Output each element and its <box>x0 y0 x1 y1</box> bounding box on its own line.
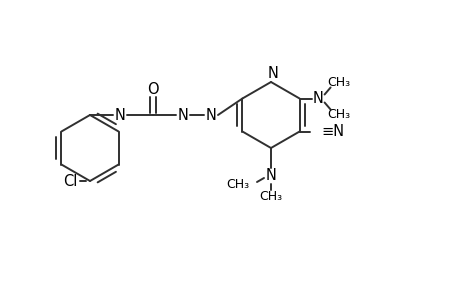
Text: N: N <box>312 91 322 106</box>
Text: Cl: Cl <box>63 173 77 188</box>
Text: CH₃: CH₃ <box>259 190 282 202</box>
Text: ≡N: ≡N <box>321 124 344 139</box>
Text: CH₃: CH₃ <box>225 178 248 190</box>
Text: O: O <box>147 82 158 97</box>
Text: N: N <box>265 169 276 184</box>
Text: CH₃: CH₃ <box>326 108 349 121</box>
Text: N: N <box>177 107 188 122</box>
Text: CH₃: CH₃ <box>326 76 349 89</box>
Text: N: N <box>114 107 125 122</box>
Text: N: N <box>205 107 216 122</box>
Text: N: N <box>267 65 278 80</box>
